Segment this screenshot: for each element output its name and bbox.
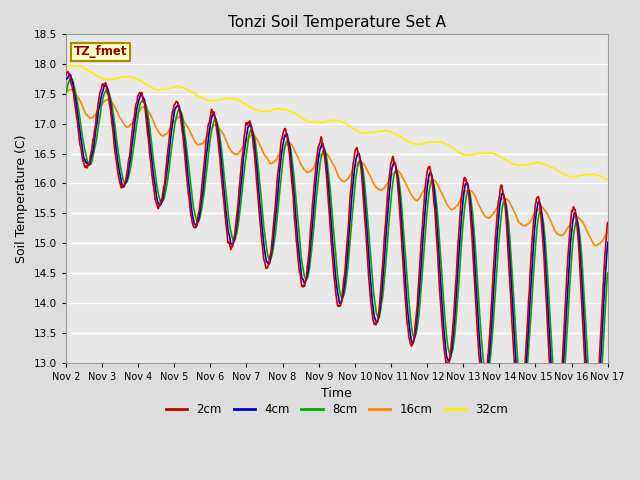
Title: Tonzi Soil Temperature Set A: Tonzi Soil Temperature Set A — [228, 15, 446, 30]
X-axis label: Time: Time — [321, 387, 352, 400]
Y-axis label: Soil Temperature (C): Soil Temperature (C) — [15, 134, 28, 263]
Text: TZ_fmet: TZ_fmet — [74, 46, 127, 59]
Legend: 2cm, 4cm, 8cm, 16cm, 32cm: 2cm, 4cm, 8cm, 16cm, 32cm — [161, 398, 513, 421]
